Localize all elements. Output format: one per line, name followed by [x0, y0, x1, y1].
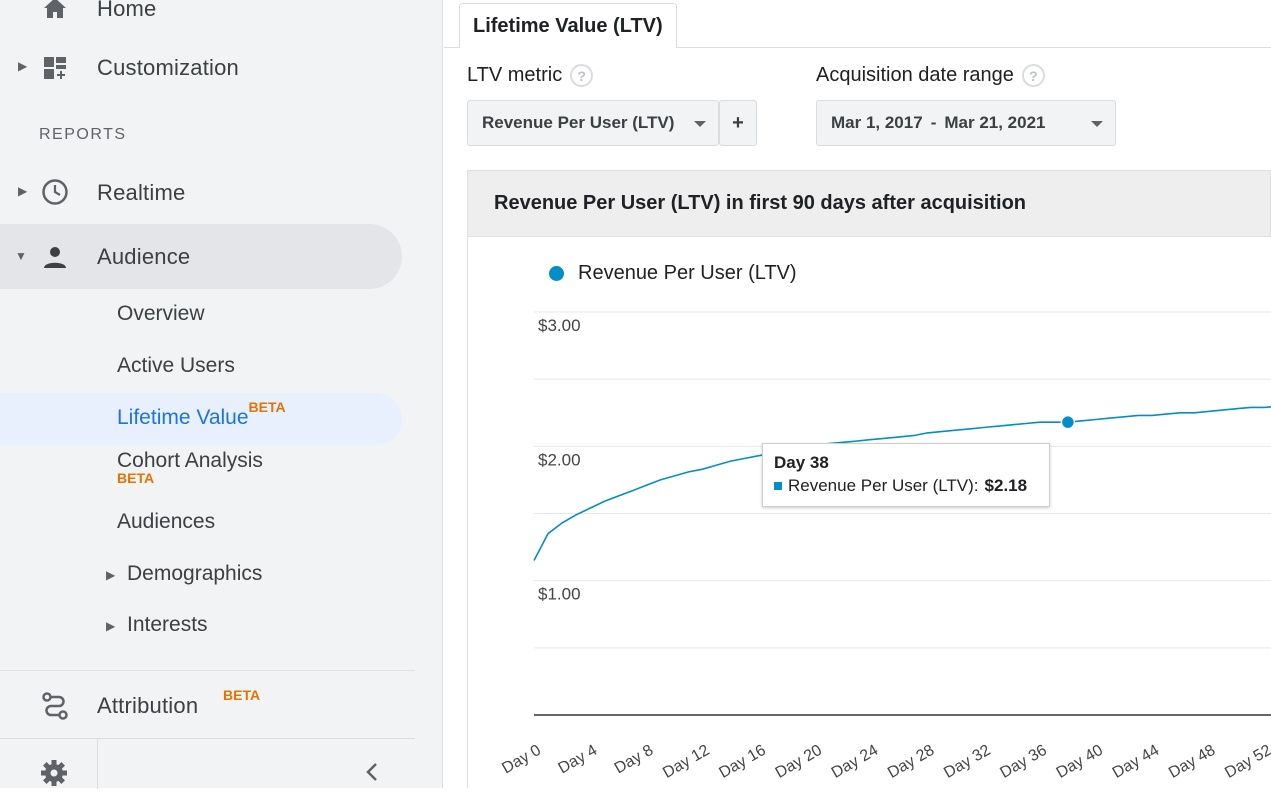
- tooltip-series-label: Revenue Per User (LTV):: [788, 476, 979, 495]
- chevron-right-icon: ▶: [18, 184, 28, 198]
- x-tick-label: Day 36: [997, 742, 1049, 782]
- sidebar-divider: [0, 670, 415, 671]
- sidebar-subitem-lifetime-value[interactable]: Lifetime ValueBETA: [117, 399, 286, 430]
- date-start: Mar 1, 2017: [831, 113, 923, 132]
- beta-badge: BETA: [223, 687, 261, 703]
- dashboard-add-icon: [40, 53, 70, 83]
- legend-dot-icon: [549, 266, 564, 281]
- clock-icon: [40, 177, 70, 207]
- sidebar-item-home[interactable]: Home: [0, 0, 443, 40]
- home-icon: [40, 0, 70, 23]
- sidebar-item-label: Realtime: [97, 180, 186, 205]
- help-icon[interactable]: ?: [1021, 64, 1045, 87]
- footer-divider: [97, 739, 98, 789]
- ltv-metric-select[interactable]: Revenue Per User (LTV): [467, 100, 719, 146]
- sidebar-subitem-audiences[interactable]: Audiences: [117, 510, 216, 533]
- beta-badge: BETA: [117, 470, 155, 486]
- dropdown-arrow-icon: [694, 121, 706, 127]
- y-tick-label: $1.00: [538, 585, 581, 604]
- chevron-right-icon: ▶: [106, 568, 116, 582]
- sidebar-item-attribution[interactable]: Attribution BETA: [0, 674, 443, 738]
- tab-lifetime-value[interactable]: Lifetime Value (LTV): [459, 3, 677, 48]
- x-tick-label: Day 8: [612, 742, 657, 778]
- main-content: Lifetime Value (LTV) LTV metric ? Revenu…: [444, 0, 1271, 788]
- date-end: Mar 21, 2021: [944, 113, 1046, 132]
- chart-legend[interactable]: Revenue Per User (LTV): [549, 262, 797, 285]
- series-line: [533, 405, 1271, 561]
- sidebar-item-label: Customization: [97, 55, 239, 80]
- x-tick-label: Day 12: [660, 742, 712, 782]
- section-label-reports: REPORTS: [39, 126, 127, 143]
- tooltip-value: $2.18: [984, 476, 1028, 495]
- tooltip-title: Day 38: [774, 453, 829, 472]
- ltv-metric-field-label: LTV metric ?: [467, 64, 594, 87]
- x-tick-label: Day 0: [499, 742, 544, 778]
- attribution-icon: [40, 691, 70, 721]
- x-tick-label: Day 28: [885, 742, 937, 782]
- ltv-metric-value: Revenue Per User (LTV): [482, 113, 675, 132]
- x-tick-label: Day 20: [773, 742, 825, 782]
- sidebar-subitem-interests[interactable]: ▶ Interests: [0, 613, 402, 641]
- sidebar-item-label: Home: [97, 0, 157, 21]
- tooltip-row: Revenue Per User (LTV): $2.18: [774, 476, 1038, 496]
- sidebar-item-audience[interactable]: ▼ Audience: [0, 225, 402, 289]
- sidebar-item-label: Demographics: [127, 562, 263, 585]
- x-tick-label: Day 52: [1222, 742, 1271, 782]
- x-tick-label: Day 32: [941, 742, 993, 782]
- x-tick-label: Day 48: [1166, 742, 1218, 782]
- beta-badge: BETA: [248, 399, 286, 415]
- chart-tooltip: Day 38 Revenue Per User (LTV): $2.18: [762, 443, 1050, 507]
- gear-icon[interactable]: [40, 759, 68, 792]
- y-tick-label: $3.00: [538, 316, 581, 335]
- active-item-highlight: [0, 393, 402, 445]
- active-section-highlight: [0, 224, 402, 289]
- series-color-swatch: [774, 482, 782, 490]
- sidebar-footer: [0, 738, 415, 789]
- sidebar-item-label: Attribution: [97, 693, 199, 718]
- tab-underline: [444, 47, 1271, 48]
- dropdown-arrow-icon: [1091, 121, 1103, 127]
- sidebar-item-label: Lifetime Value: [117, 406, 249, 429]
- sidebar-subitem-demographics[interactable]: ▶ Demographics: [0, 562, 402, 590]
- add-metric-button[interactable]: +: [719, 100, 757, 146]
- sidebar-nav: Home ▶ Customization REPORTS ▶ Realtime …: [0, 0, 443, 789]
- person-icon: [40, 242, 70, 272]
- chevron-right-icon: ▶: [18, 59, 28, 73]
- x-tick-label: Day 24: [829, 742, 881, 782]
- sidebar-subitem-overview[interactable]: Overview: [117, 302, 205, 325]
- chevron-right-icon: ▶: [106, 619, 116, 633]
- help-icon[interactable]: ?: [570, 64, 594, 87]
- x-tick-label: Day 44: [1110, 742, 1162, 782]
- date-range-label: Acquisition date range: [816, 64, 1014, 86]
- collapse-chevron-icon[interactable]: [364, 761, 380, 788]
- y-tick-label: $2.00: [538, 450, 581, 469]
- sidebar-subitem-cohort-analysis[interactable]: Cohort Analysis BETA: [117, 449, 263, 485]
- sidebar-item-realtime[interactable]: ▶ Realtime: [0, 160, 443, 224]
- ltv-metric-label: LTV metric: [467, 64, 563, 86]
- x-tick-label: Day 16: [716, 742, 768, 782]
- chevron-down-icon: ▼: [15, 249, 27, 263]
- sidebar-item-label: Cohort Analysis: [117, 449, 263, 472]
- chart-title: Revenue Per User (LTV) in first 90 days …: [467, 170, 1271, 237]
- x-tick-label: Day 40: [1054, 742, 1106, 782]
- legend-label: Revenue Per User (LTV): [578, 262, 797, 284]
- date-range-field-label: Acquisition date range ?: [816, 64, 1045, 87]
- date-separator: -: [930, 113, 937, 132]
- highlight-point: [1060, 414, 1076, 430]
- sidebar-item-customization[interactable]: ▶ Customization: [0, 36, 443, 100]
- sidebar-subitem-active-users[interactable]: Active Users: [117, 354, 235, 377]
- chart-container: [467, 237, 1271, 788]
- sidebar-item-label: Interests: [127, 613, 208, 636]
- x-tick-label: Day 4: [556, 742, 601, 778]
- sidebar-item-label: Audience: [97, 244, 191, 269]
- date-range-select[interactable]: Mar 1, 2017 - Mar 21, 2021: [816, 100, 1116, 146]
